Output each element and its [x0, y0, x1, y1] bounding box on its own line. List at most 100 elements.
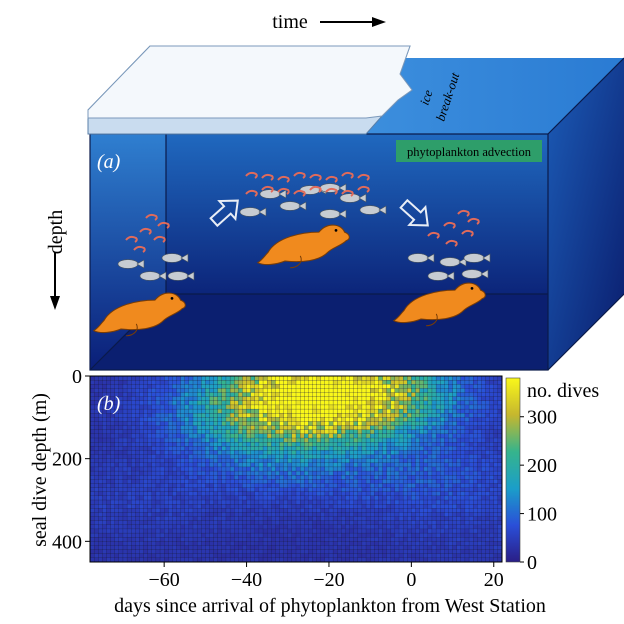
heatmap-cell [221, 450, 227, 455]
heatmap-cell [126, 504, 132, 509]
heatmap-cell [324, 450, 330, 455]
heatmap-cell [254, 479, 260, 484]
heatmap-cell [184, 545, 190, 551]
heatmap-cell [456, 524, 462, 530]
heatmap-cell [374, 487, 379, 493]
heatmap-cell [283, 462, 289, 468]
heatmap-cell [205, 479, 210, 484]
heatmap-cell [188, 446, 194, 451]
heatmap-cell [192, 458, 198, 464]
heatmap-cell [110, 491, 116, 497]
heatmap-cell [464, 417, 470, 422]
heatmap-cell [394, 462, 400, 468]
heatmap-cell [452, 470, 458, 476]
heatmap-cell [275, 470, 280, 476]
heatmap-cell [407, 508, 412, 513]
heatmap-cell [382, 408, 388, 414]
heatmap-cell [143, 487, 149, 493]
heatmap-cell [279, 396, 285, 402]
heatmap-cell [357, 508, 363, 513]
heatmap-cell [159, 421, 165, 427]
heatmap-cell [398, 520, 404, 526]
heatmap-cell [299, 384, 305, 389]
heatmap-cell [118, 380, 124, 385]
heatmap-cell [308, 429, 313, 435]
heatmap-cell [316, 549, 322, 555]
heatmap-cell [102, 553, 107, 559]
heatmap-cell [254, 499, 260, 505]
heatmap-cell [139, 537, 144, 542]
heatmap-cell [402, 433, 408, 439]
heatmap-cell [184, 495, 190, 501]
heatmap-cell [415, 384, 421, 389]
heatmap-cell [440, 553, 445, 559]
heatmap-cell [102, 380, 107, 385]
heatmap-cell [147, 396, 153, 402]
heatmap-cell [217, 454, 223, 460]
seal-icon [256, 224, 350, 269]
heatmap-cell [102, 417, 107, 422]
heatmap-cell [312, 433, 318, 439]
heatmap-cell [201, 442, 206, 447]
heatmap-cell [444, 466, 449, 472]
heatmap-cell [345, 384, 350, 389]
heatmap-cell [147, 425, 153, 431]
heatmap-cell [341, 532, 346, 538]
heatmap-cell [304, 512, 309, 517]
heatmap-cell [299, 396, 305, 402]
heatmap-cell [337, 442, 342, 447]
heatmap-cell [493, 532, 499, 538]
heatmap-cell [234, 512, 239, 517]
fish-icon [259, 189, 287, 199]
heatmap-cell [361, 545, 367, 551]
heatmap-cell [357, 475, 363, 480]
heatmap-cell [283, 528, 289, 534]
heatmap-cell [320, 454, 326, 460]
heatmap-cell [427, 491, 433, 497]
heatmap-cell [192, 475, 198, 480]
heatmap-cell [196, 520, 202, 526]
heatmap-cell [485, 553, 491, 559]
heatmap-cell [234, 421, 239, 427]
heatmap-cell [196, 408, 202, 414]
heatmap-cell [295, 384, 301, 389]
heatmap-cell [188, 512, 194, 517]
heatmap-cell [229, 520, 235, 526]
heatmap-cell [394, 491, 400, 497]
heatmap-cell [357, 504, 363, 509]
heatmap-cell [225, 462, 231, 468]
heatmap-cell [394, 392, 400, 398]
heatmap-cell [316, 396, 322, 402]
heatmap-cell [365, 466, 371, 472]
heatmap-cell [221, 384, 227, 389]
heatmap-cell [217, 458, 223, 464]
heatmap-cell [275, 380, 280, 385]
heatmap-cell [440, 400, 445, 406]
heatmap-cell [419, 549, 425, 555]
heatmap-cell [427, 541, 433, 546]
heatmap-cell [192, 413, 198, 418]
heatmap-cell [468, 404, 474, 410]
heatmap-cell [328, 408, 334, 414]
heatmap-cell [221, 537, 227, 542]
heatmap-cell [106, 499, 112, 505]
heatmap-cell [172, 400, 177, 406]
heatmap-cell [440, 508, 445, 513]
heatmap-cell [209, 446, 215, 451]
heatmap-cell [188, 504, 194, 509]
heatmap-cell [452, 541, 458, 546]
heatmap-cell [328, 417, 334, 422]
heatmap-cell [234, 408, 239, 414]
heatmap-cell [205, 380, 210, 385]
heatmap-cell [254, 446, 260, 451]
heatmap-cell [287, 417, 293, 422]
heatmap-cell [312, 388, 318, 393]
heatmap-cell [151, 454, 157, 460]
heatmap-cell [481, 413, 486, 418]
heatmap-cell [275, 528, 280, 534]
heatmap-cell [427, 458, 433, 464]
heatmap-cell [139, 541, 144, 546]
heatmap-cell [415, 408, 421, 414]
heatmap-cell [110, 446, 116, 451]
heatmap-cell [440, 470, 445, 476]
